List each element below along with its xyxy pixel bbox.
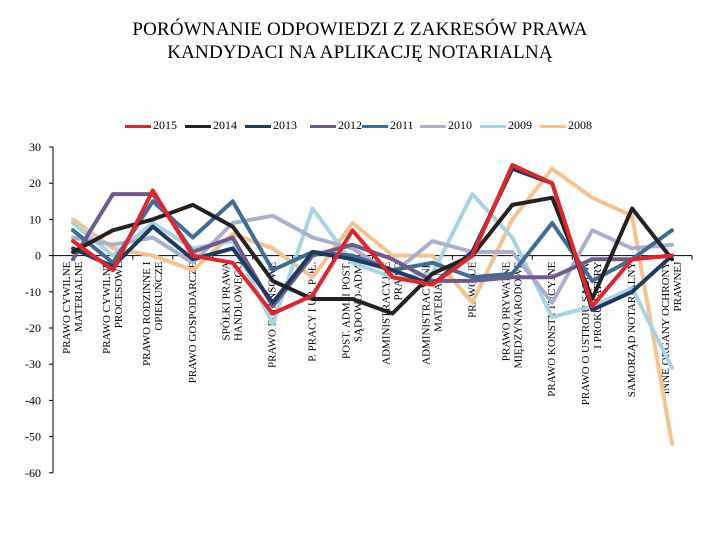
legend-swatch <box>420 124 446 128</box>
series-line-2015 <box>71 163 674 316</box>
legend-swatch <box>310 124 336 128</box>
category-label-line: PRAWO PRYWATNE <box>500 261 512 361</box>
legend-label: 2014 <box>213 118 237 132</box>
legend-swatch <box>540 124 566 128</box>
category-labels: PRAWO CYWILNE MATERIALNE PRAWO CYWILNE PROC… <box>61 261 684 405</box>
y-tick-label: -60 <box>25 466 41 480</box>
y-tick-label: -50 <box>25 430 41 444</box>
y-tick-label: -10 <box>25 285 41 299</box>
category-label-line: ADMINISTRACYJNE <box>420 261 432 365</box>
legend-item-2014: 2014 <box>185 117 237 133</box>
series-line-2008 <box>71 166 674 446</box>
legend-item-2012: 2012 <box>310 117 362 133</box>
legend-label: 2011 <box>390 118 414 132</box>
legend-label: 2008 <box>568 118 592 132</box>
y-tick-label: 20 <box>29 176 41 190</box>
category-label: PRAWO RODZINNE I OPIEKUŃCZE <box>141 261 165 366</box>
legend-swatch <box>362 124 388 128</box>
category-label: SAMORZĄD NOTARIALNY <box>626 262 638 398</box>
category-label-line: P. PRACY I UB. POŁ. <box>307 261 319 361</box>
category-label-line: PRAWO GOSPODARCZE <box>187 261 199 383</box>
category-label-line: MATERIALNE <box>73 261 85 332</box>
category-label-line: SPÓŁKI PRAWA <box>221 262 233 341</box>
chart-title: PORÓWNANIE ODPOWIEDZI Z ZAKRESÓW PRAWA K… <box>0 18 720 64</box>
category-label-line: PRAWO CYWILNE <box>61 261 73 354</box>
category-label-line: PRAWO KONSTYTUCYJNE <box>546 261 558 396</box>
category-label: INNE ORGANY OCHRONY PRAWNEJ <box>660 261 684 395</box>
category-label-line: OPIEKUŃCZE <box>153 261 165 330</box>
category-label-line: PROCESOWE <box>113 261 125 328</box>
y-tick-label: 0 <box>35 249 41 263</box>
category-label-line: MIĘDZYNARODOWE <box>512 261 524 368</box>
chart-title-line-2: KANDYDACI NA APLIKACJĘ NOTARIALNĄ <box>167 42 553 63</box>
category-label-line: HANDLOWEGO <box>233 262 245 341</box>
chart-axes: 30 20 10 0 -10 -20 -30 -40 -50 -60 <box>25 140 693 480</box>
legend-item-2011: 2011 <box>362 117 414 133</box>
category-label: PRAWO CYWILNE MATERIALNE <box>61 261 85 354</box>
category-label: SPÓŁKI PRAWA HANDLOWEGO <box>221 262 245 341</box>
legend-item-2013: 2013 <box>245 117 297 133</box>
series-lines <box>71 163 674 446</box>
category-label: PRAWO PRYWATNE MIĘDZYNARODOWE <box>500 261 524 368</box>
legend-swatch <box>125 124 151 128</box>
category-label-line: PRAWNEJ <box>672 261 684 312</box>
legend-label: 2012 <box>338 118 362 132</box>
legend-item-2010: 2010 <box>420 117 472 133</box>
y-tick-label: -40 <box>25 393 41 407</box>
legend-item-2015: 2015 <box>125 117 177 133</box>
category-label-line: PRAWO CYWILNE <box>101 261 113 354</box>
category-label: PRAWO KONSTYTUCYJNE <box>546 261 558 396</box>
legend-item-2008: 2008 <box>540 117 592 133</box>
legend-swatch <box>245 124 271 128</box>
category-label: PRAWO CYWILNE PROCESOWE <box>101 261 125 354</box>
legend-swatch <box>480 124 506 128</box>
legend-item-2009: 2009 <box>480 117 532 133</box>
y-tick-label: -20 <box>25 321 41 335</box>
legend-label: 2015 <box>153 118 177 132</box>
category-label: PRAWO GOSPODARCZE <box>187 261 199 383</box>
chart-title-line-1: PORÓWNANIE ODPOWIEDZI Z ZAKRESÓW PRAWA <box>132 19 588 40</box>
legend-swatch <box>185 124 211 128</box>
y-tick-label: 10 <box>29 212 41 226</box>
category-label: POST. ADM. I POST. SĄDOWO-ADM. <box>341 261 365 359</box>
y-tick-label: -30 <box>25 357 41 371</box>
legend-label: 2009 <box>508 118 532 132</box>
category-label-line: POST. ADM. I POST. <box>341 261 353 359</box>
category-label: P. PRACY I UB. POŁ. <box>307 261 319 361</box>
category-label-line: PRAWO RODZINNE I <box>141 261 153 366</box>
chart-legend: 2015 2014 2013 2012 2011 2010 2009 2008 <box>0 117 720 133</box>
legend-label: 2010 <box>448 118 472 132</box>
y-tick-label: 30 <box>29 140 41 154</box>
category-label-line: SAMORZĄD NOTARIALNY <box>626 262 638 398</box>
series-line-2009 <box>71 192 674 370</box>
legend-label: 2013 <box>273 118 297 132</box>
